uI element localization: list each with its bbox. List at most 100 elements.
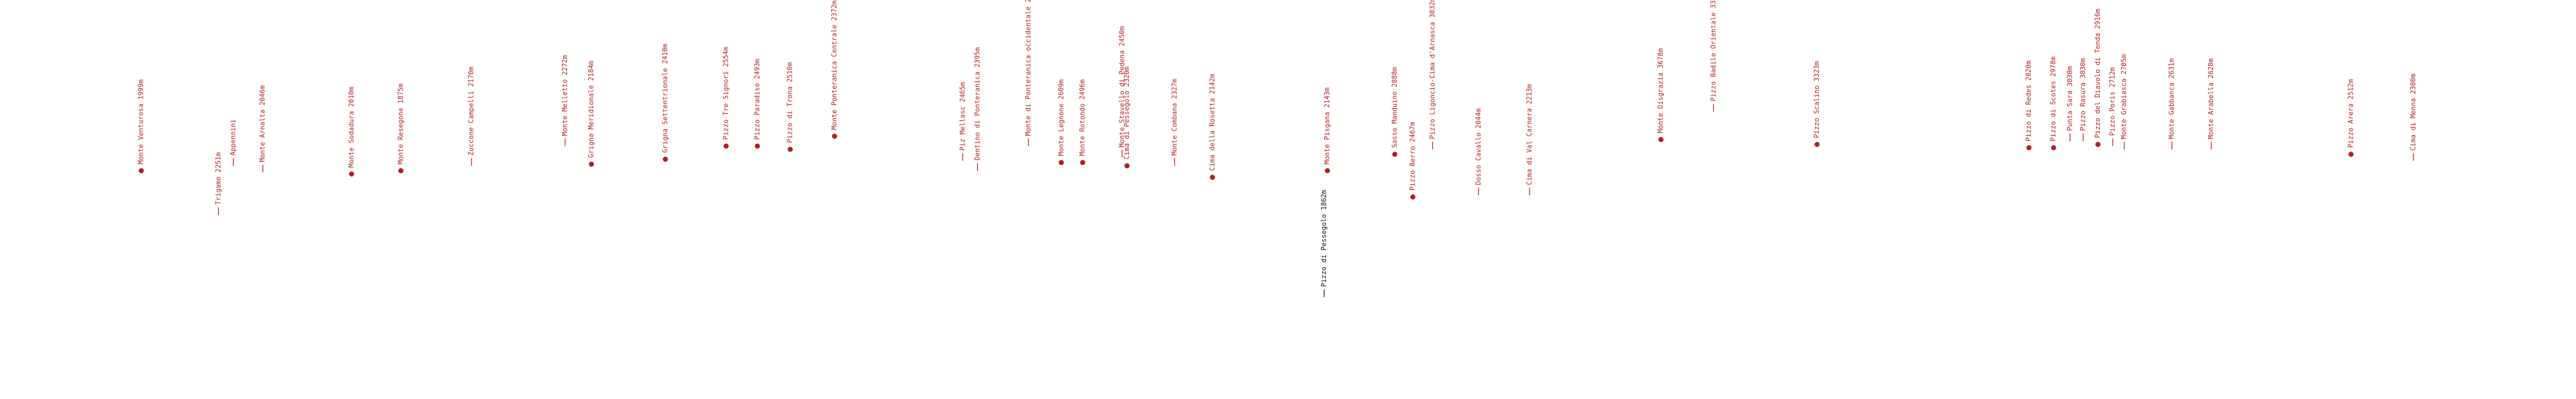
peak-label: Monte Ponteranica Centrale 2372m (831, 1, 838, 139)
peak-name: Appennini (230, 119, 237, 155)
peak-name: Monte Venturosa 1999m (138, 79, 145, 164)
peak-dot (398, 168, 404, 173)
peak-label: Pizzo di Scotes 2978m (2050, 56, 2058, 151)
peak-dot (138, 168, 144, 173)
peak-dot (1124, 163, 1130, 169)
peak-dot (1658, 137, 1664, 143)
peak-dot (2348, 152, 2354, 157)
peak-dot (1059, 160, 1064, 166)
peak-dot (662, 156, 668, 162)
peak-label: Monte Pisgana 2143m (1324, 88, 1331, 173)
peak-dot (1410, 194, 1416, 200)
peak-label: Pizzo Ligoncio-Cima d'Arnasca 3032m (1428, 0, 1436, 150)
peak-name: Cima di Val Carnera 2213m (1526, 84, 1533, 185)
peak-label: Dentino di Ponteranica 2395m (973, 47, 981, 171)
peak-label: Dosso Cavallo 2044m (1475, 108, 1482, 196)
peak-label: Cima di Menna 2300m (2410, 74, 2417, 161)
peak-label: Monte Rotondo 2496m (1079, 79, 1087, 166)
peak-label: Pizzo di Trona 2510m (787, 62, 794, 152)
peak-label: Pizzo Poris 2712m (2109, 67, 2116, 146)
peak-label: Sasso Manduino 2888m (1391, 67, 1398, 157)
peak-name: Monte Combana 2327m (1171, 79, 1178, 155)
peak-name: Pizzo Tre Signori 2554m (723, 47, 730, 139)
peak-name: Monte Resegone 1875m (397, 84, 404, 164)
peak-name: Pizzo Scalino 3323m (1813, 61, 1821, 138)
peak-name: Monte Melletto 2272m (561, 55, 569, 136)
peak-label: Pizzo Berro 2467m (1409, 122, 1417, 200)
peak-label: Piz Mellasc 2465m (959, 82, 966, 161)
peak-name: Monte Arabella 2628m (2207, 58, 2215, 139)
peak-name: Grigna Settentrionale 2410m (662, 43, 669, 153)
peak-label: Pizzo Paradiso 2493m (753, 59, 761, 149)
peak-name: Monte Gabbanca 2631m (2168, 58, 2176, 139)
peak-name: Monte Arnalta 2046m (259, 85, 267, 162)
peak-name: Cima di Pessegolo 2320m (1123, 66, 1131, 159)
peak-name: Monte Rotondo 2496m (1079, 79, 1087, 156)
peak-name: Pizzo del Diavolo di Tenda 2916m (2094, 9, 2102, 138)
peak-label: Monte Combana 2327m (1171, 79, 1178, 166)
peak-label: Cima della Rosetta 2142m (1208, 74, 1216, 180)
peak-name: Pizzo Ligoncio-Cima d'Arnasca 3032m (1428, 0, 1436, 139)
peak-dot (349, 171, 355, 177)
peak-name: Pizzo di Redes 2820m (2025, 61, 2033, 141)
peak-name: Piz Mellasc 2465m (959, 82, 966, 150)
peak-name: Sasso Manduino 2888m (1391, 67, 1398, 148)
peak-name: Zuccone Campelli 2170m (468, 66, 476, 155)
peak-label: Pizzo Badile Orientale 3370m (1709, 0, 1717, 112)
peak-label: Monte Stavello di Pedena 2450m (1118, 26, 1126, 158)
peak-label: Pizzo di Redes 2820m (2025, 61, 2033, 151)
peak-label: Monte Gabbanca 2631m (2168, 58, 2176, 150)
peak-dot (755, 143, 760, 149)
peak-name: Monte Legnone 2609m (1057, 79, 1065, 156)
peak-dot (787, 146, 793, 152)
peak-label: Monte Melletto 2272m (561, 55, 569, 146)
peak-dot (2051, 145, 2056, 151)
peak-dot (1392, 152, 1398, 157)
peak-label: Cima di Pessegolo 2320m (1123, 66, 1131, 169)
peak-label: Trigamo 2251m (214, 152, 222, 215)
peak-label: Monte Resegone 1875m (397, 84, 404, 173)
peak-dot (1080, 160, 1085, 166)
peak-label: Monte di Ponteranica occidentale 2370m (1025, 0, 1032, 146)
peak-label: Monte Disgrazia 3678m (1657, 48, 1665, 143)
peak-name: Pizzo Poris 2712m (2109, 67, 2116, 136)
peak-name: Monte Stavello di Pedena 2450m (1118, 26, 1126, 148)
peak-name: Dentino di Ponteranica 2395m (973, 47, 981, 160)
peak-label: Grigna Settentrionale 2410m (662, 43, 669, 162)
peak-label: Cima di Val Carnera 2213m (1526, 84, 1533, 196)
peak-label: Pizzo Scalino 3323m (1813, 61, 1821, 147)
peak-label: Monte Arnalta 2046m (259, 85, 267, 173)
peak-label: Monte Legnone 2609m (1057, 79, 1065, 166)
peak-name: Pizzo Badile Orientale 3370m (1709, 0, 1717, 102)
peak-name: Monte Disgrazia 3678m (1657, 48, 1665, 133)
peak-dot (2026, 145, 2032, 151)
peak-label: Punta Sara 3030m (2066, 66, 2074, 141)
peak-dot (1210, 175, 1215, 180)
peak-label: Zuccone Campelli 2170m (468, 66, 476, 166)
peak-label: Monte Venturosa 1999m (138, 79, 145, 173)
peak-label: Pizzo Arera 2512m (2347, 79, 2355, 157)
peak-dot (723, 143, 729, 149)
peak-label: Pizzo di Pessegolo 1862m (1320, 190, 1328, 297)
peak-label: Monte Sodadura 2010m (348, 87, 355, 177)
peak-name: Pizzo Paradiso 2493m (753, 59, 761, 139)
peak-name: Grigna Meridionale 2184m (588, 61, 595, 158)
peak-name: Monte di Ponteranica occidentale 2370m (1025, 0, 1032, 136)
peak-label: Grigna Meridionale 2184m (588, 61, 595, 167)
peak-name: Pizzo di Trona 2510m (787, 62, 794, 143)
peak-name: Cima della Rosetta 2142m (1208, 74, 1216, 171)
peak-name: Pizzo Arera 2512m (2347, 79, 2355, 148)
peak-name: Monte Sodadura 2010m (348, 87, 355, 168)
peak-label: Monte Grabiasca 2705m (2120, 54, 2128, 150)
peak-dot (1325, 168, 1331, 173)
peak-dot (1814, 141, 1820, 147)
peak-name: Monte Pisgana 2143m (1324, 88, 1331, 164)
peak-dot (832, 134, 838, 139)
peak-name: Pizzo di Pessegolo 1862m (1320, 190, 1328, 287)
peak-label: Appennini (230, 119, 237, 166)
peak-name: Cima di Menna 2300m (2410, 74, 2417, 150)
peak-label: Pizzo Rasura 3030m (2079, 58, 2087, 141)
peak-label: Pizzo del Diavolo di Tenda 2916m (2094, 9, 2102, 147)
